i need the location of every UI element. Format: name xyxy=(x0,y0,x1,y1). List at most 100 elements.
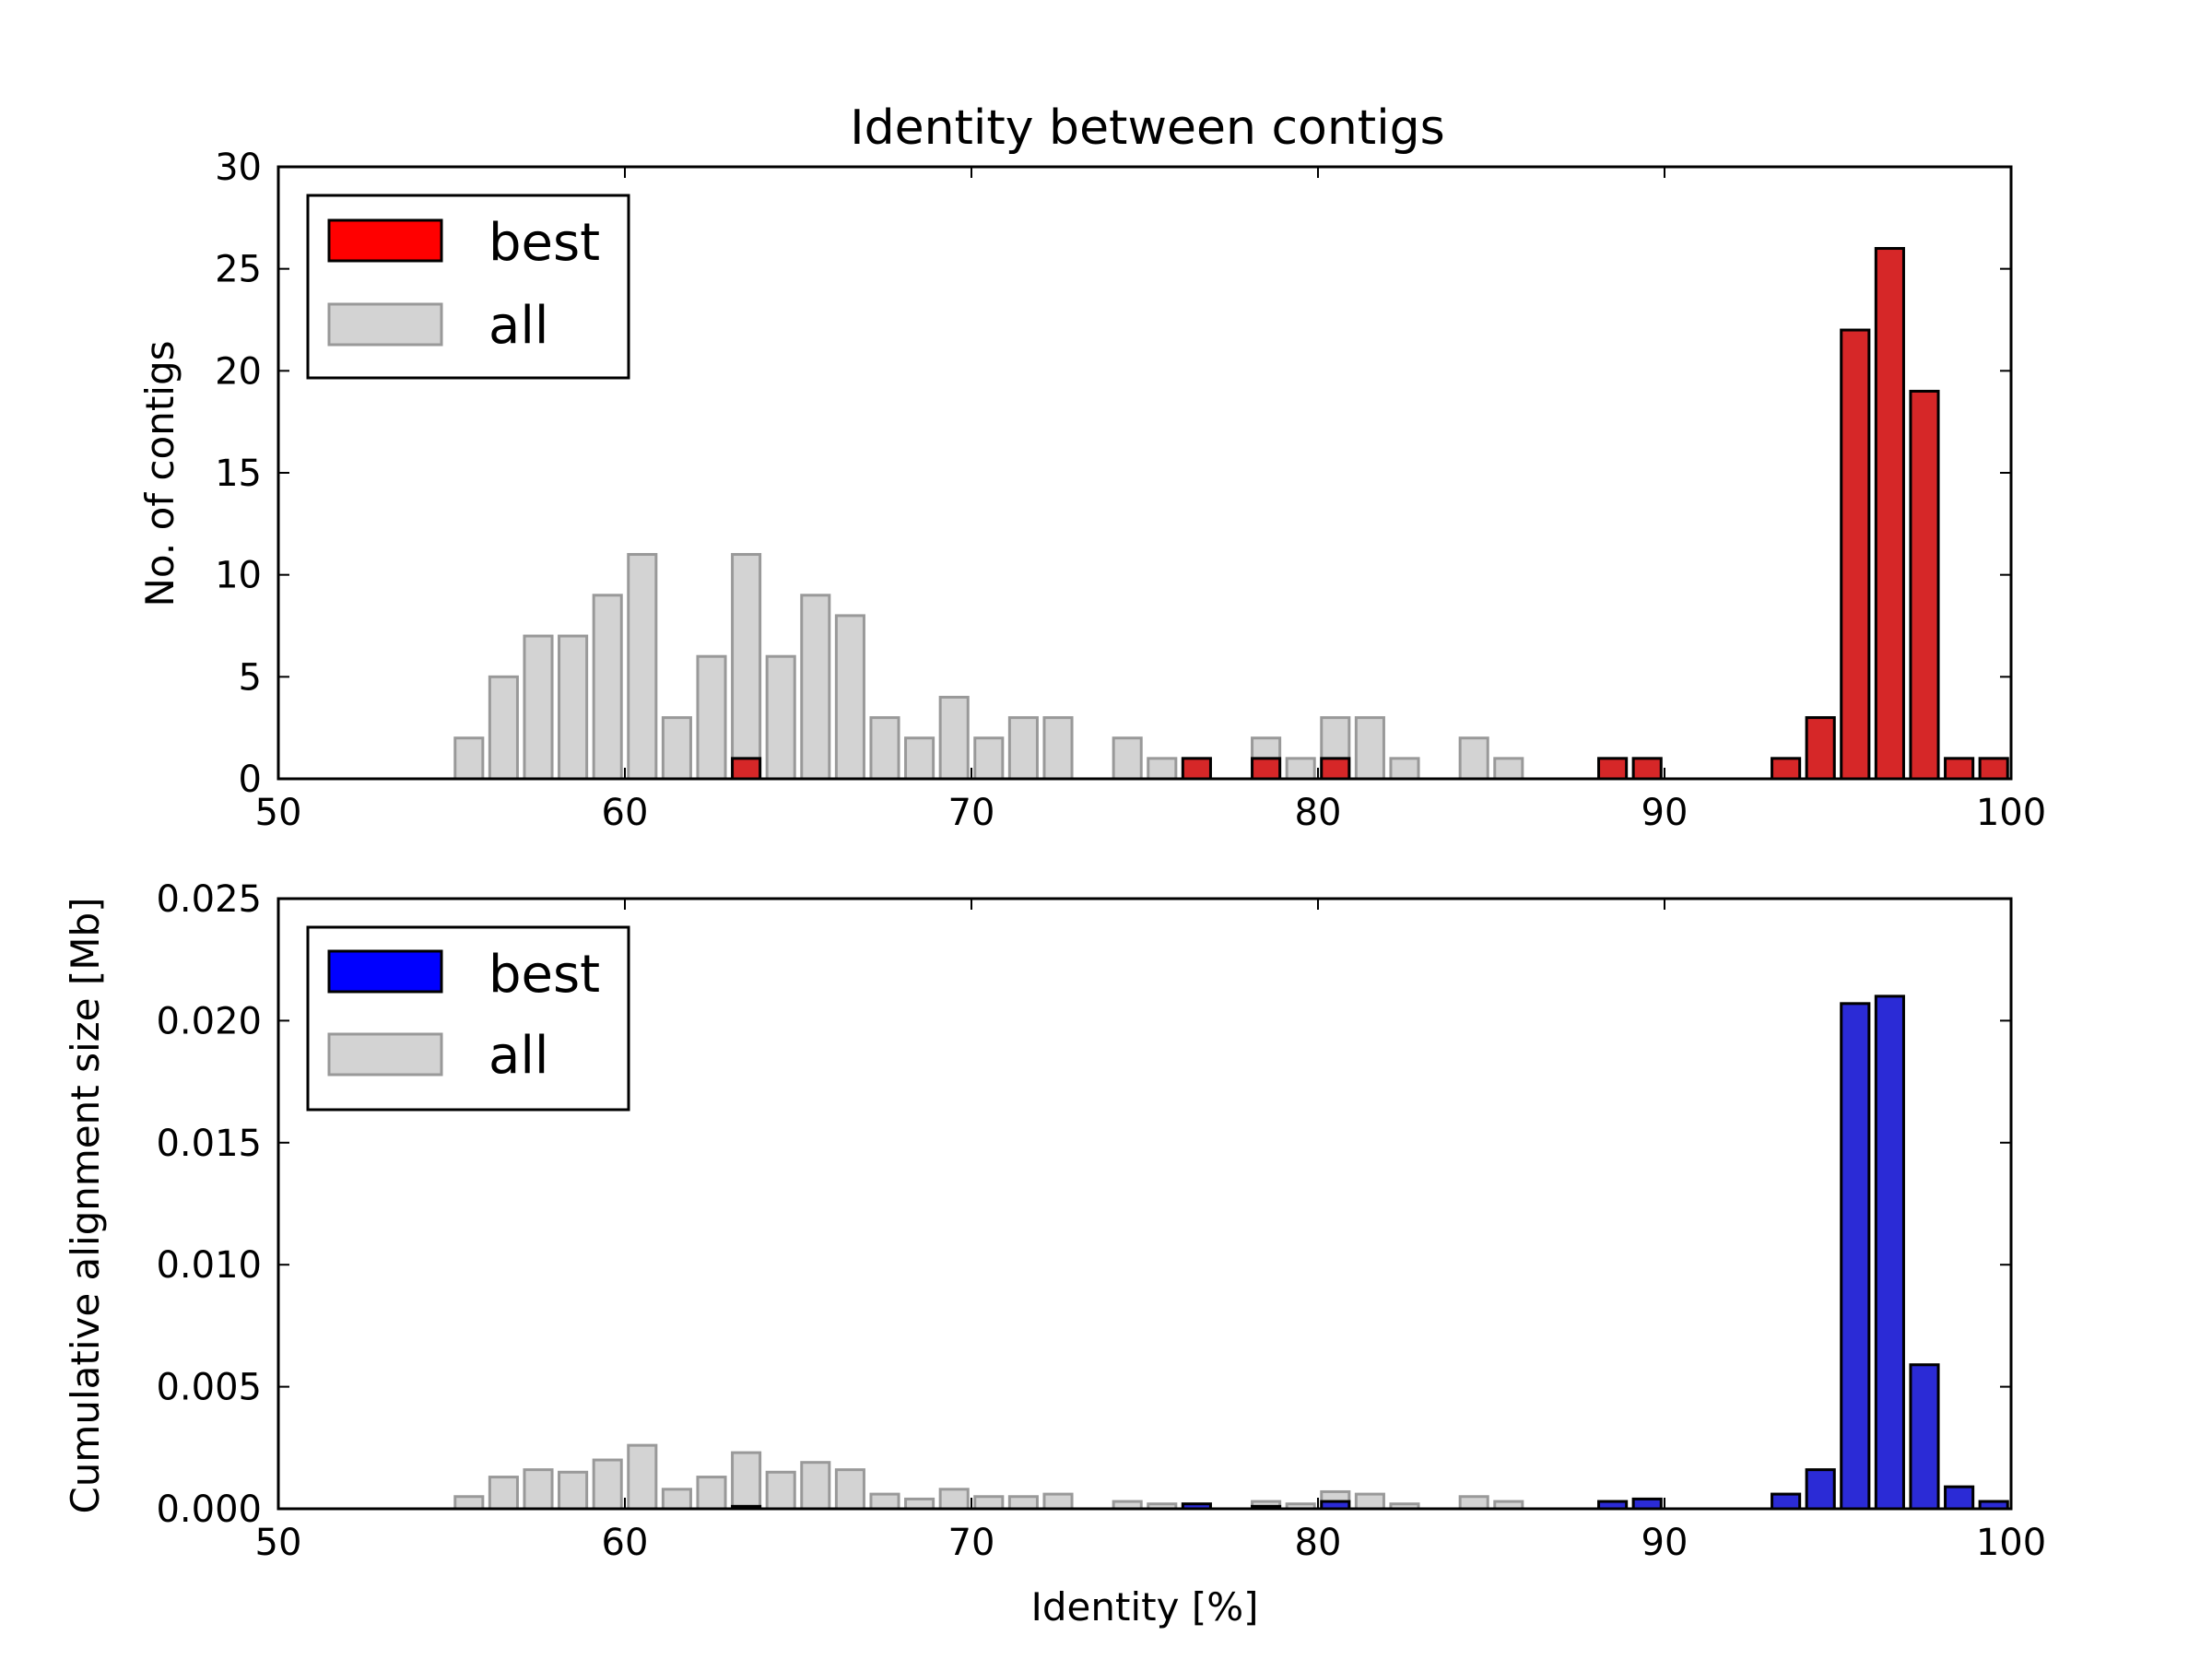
bar-all xyxy=(592,1458,623,1511)
bar-all xyxy=(1354,716,1385,781)
axis-ticks: 50 60 70 80 90 100 0.000 0.005 0.010 0.015 0.020 0.… xyxy=(156,878,2046,1564)
bar-best xyxy=(731,757,762,781)
bar-all xyxy=(973,736,1005,781)
x-tick-label: 50 xyxy=(255,792,302,834)
bar-all xyxy=(973,1495,1005,1511)
bar-best xyxy=(1874,994,1905,1511)
bar-all xyxy=(1493,757,1524,781)
top-panel: Identity between contigs No. of contigs … xyxy=(137,100,2046,834)
bar-all xyxy=(731,1451,762,1511)
plot-frame xyxy=(276,897,2013,1511)
bar-all xyxy=(1285,757,1316,781)
y-tick-label: 30 xyxy=(215,147,262,189)
y-tick-label: 5 xyxy=(239,656,262,699)
legend-label-best: best xyxy=(488,945,600,1005)
y-tick-label: 0.010 xyxy=(156,1244,262,1287)
bar-all xyxy=(488,1476,519,1511)
bar-all xyxy=(1458,1495,1489,1511)
y-tick-label: 0.005 xyxy=(156,1367,262,1409)
chart-title: Identity between contigs xyxy=(850,100,1445,156)
bar-all xyxy=(661,1488,692,1511)
bar-best xyxy=(1909,389,1940,781)
legend-swatch-all xyxy=(327,302,443,347)
bar-all xyxy=(765,1470,796,1511)
y-tick-label: 0.020 xyxy=(156,1000,262,1042)
bar-best xyxy=(1840,1002,1871,1511)
bar-best xyxy=(1944,1485,1975,1511)
y-tick-label: 15 xyxy=(215,453,262,495)
y-tick-label: 0.015 xyxy=(156,1123,262,1165)
bar-best xyxy=(1631,1497,1663,1511)
x-tick-label: 80 xyxy=(1295,792,1342,834)
x-axis-label: Identity [%] xyxy=(1031,1584,1259,1630)
x-tick-label: 70 xyxy=(948,1522,995,1564)
bar-best xyxy=(1631,757,1663,781)
legend-label-all: all xyxy=(488,1026,548,1086)
x-tick-label: 100 xyxy=(1976,1522,2046,1564)
y-axis-label: Cumulative alignment size [Mb] xyxy=(63,897,108,1513)
bar-all xyxy=(1042,716,1074,781)
bar-all xyxy=(661,716,692,781)
bar-all xyxy=(453,1495,485,1511)
bar-all xyxy=(523,634,554,781)
x-tick-label: 70 xyxy=(948,792,995,834)
bar-all xyxy=(800,1461,831,1511)
bar-best xyxy=(1909,1363,1940,1511)
bar-all xyxy=(627,553,658,781)
bar-all xyxy=(938,695,970,781)
bar-best xyxy=(1251,757,1282,781)
bar-all xyxy=(1007,1495,1039,1511)
bar-all xyxy=(696,1476,727,1511)
y-tick-label: 20 xyxy=(215,350,262,393)
bar-all xyxy=(834,1468,865,1511)
x-tick-label: 50 xyxy=(255,1522,302,1564)
x-tick-label: 90 xyxy=(1641,1522,1688,1564)
y-tick-label: 0 xyxy=(239,759,262,801)
bar-best xyxy=(1771,1492,1802,1511)
legend-swatch-all xyxy=(327,1032,443,1077)
bar-all xyxy=(592,594,623,781)
y-tick-label: 10 xyxy=(215,555,262,597)
bar-all xyxy=(1147,757,1178,781)
bar-all xyxy=(800,594,831,781)
bar-best xyxy=(1597,757,1629,781)
bar-best xyxy=(1320,757,1351,781)
bar-all xyxy=(453,736,485,781)
legend-label-best: best xyxy=(488,213,600,273)
legend-label-all: all xyxy=(488,296,548,356)
bar-all xyxy=(488,675,519,781)
bar-best xyxy=(1181,757,1212,781)
y-tick-label: 25 xyxy=(215,249,262,291)
bar-all xyxy=(904,736,935,781)
bar-best xyxy=(1874,247,1905,781)
legend-swatch-best xyxy=(327,218,443,263)
bar-all xyxy=(696,654,727,781)
bar-all xyxy=(558,1470,589,1511)
bar-all xyxy=(1112,736,1143,781)
bar-best xyxy=(1771,757,1802,781)
bar-all xyxy=(834,614,865,781)
axis-ticks: 50 60 70 80 90 100 0 5 10 15 20 25 30 xyxy=(215,147,2046,834)
bar-all xyxy=(869,716,900,781)
bar-all xyxy=(869,1492,900,1511)
y-tick-label: 0.000 xyxy=(156,1488,262,1531)
bar-all xyxy=(1354,1492,1385,1511)
plot-frame xyxy=(276,165,2013,781)
bar-all xyxy=(1007,716,1039,781)
bar-best xyxy=(1840,328,1871,781)
bar-group xyxy=(453,247,2009,781)
legend-box xyxy=(306,925,630,1112)
bar-best xyxy=(1944,757,1975,781)
legend-swatch-best xyxy=(327,949,443,994)
legend: best all xyxy=(306,925,630,1112)
bar-all xyxy=(1458,736,1489,781)
x-tick-label: 100 xyxy=(1976,792,2046,834)
bar-all xyxy=(904,1497,935,1511)
bar-all xyxy=(1389,757,1420,781)
bar-best xyxy=(1805,716,1836,781)
x-tick-label: 60 xyxy=(602,792,649,834)
x-tick-label: 60 xyxy=(602,1522,649,1564)
bar-all xyxy=(1042,1492,1074,1511)
bottom-panel: Identity [%] Cumulative alignment size [… xyxy=(63,878,2046,1630)
